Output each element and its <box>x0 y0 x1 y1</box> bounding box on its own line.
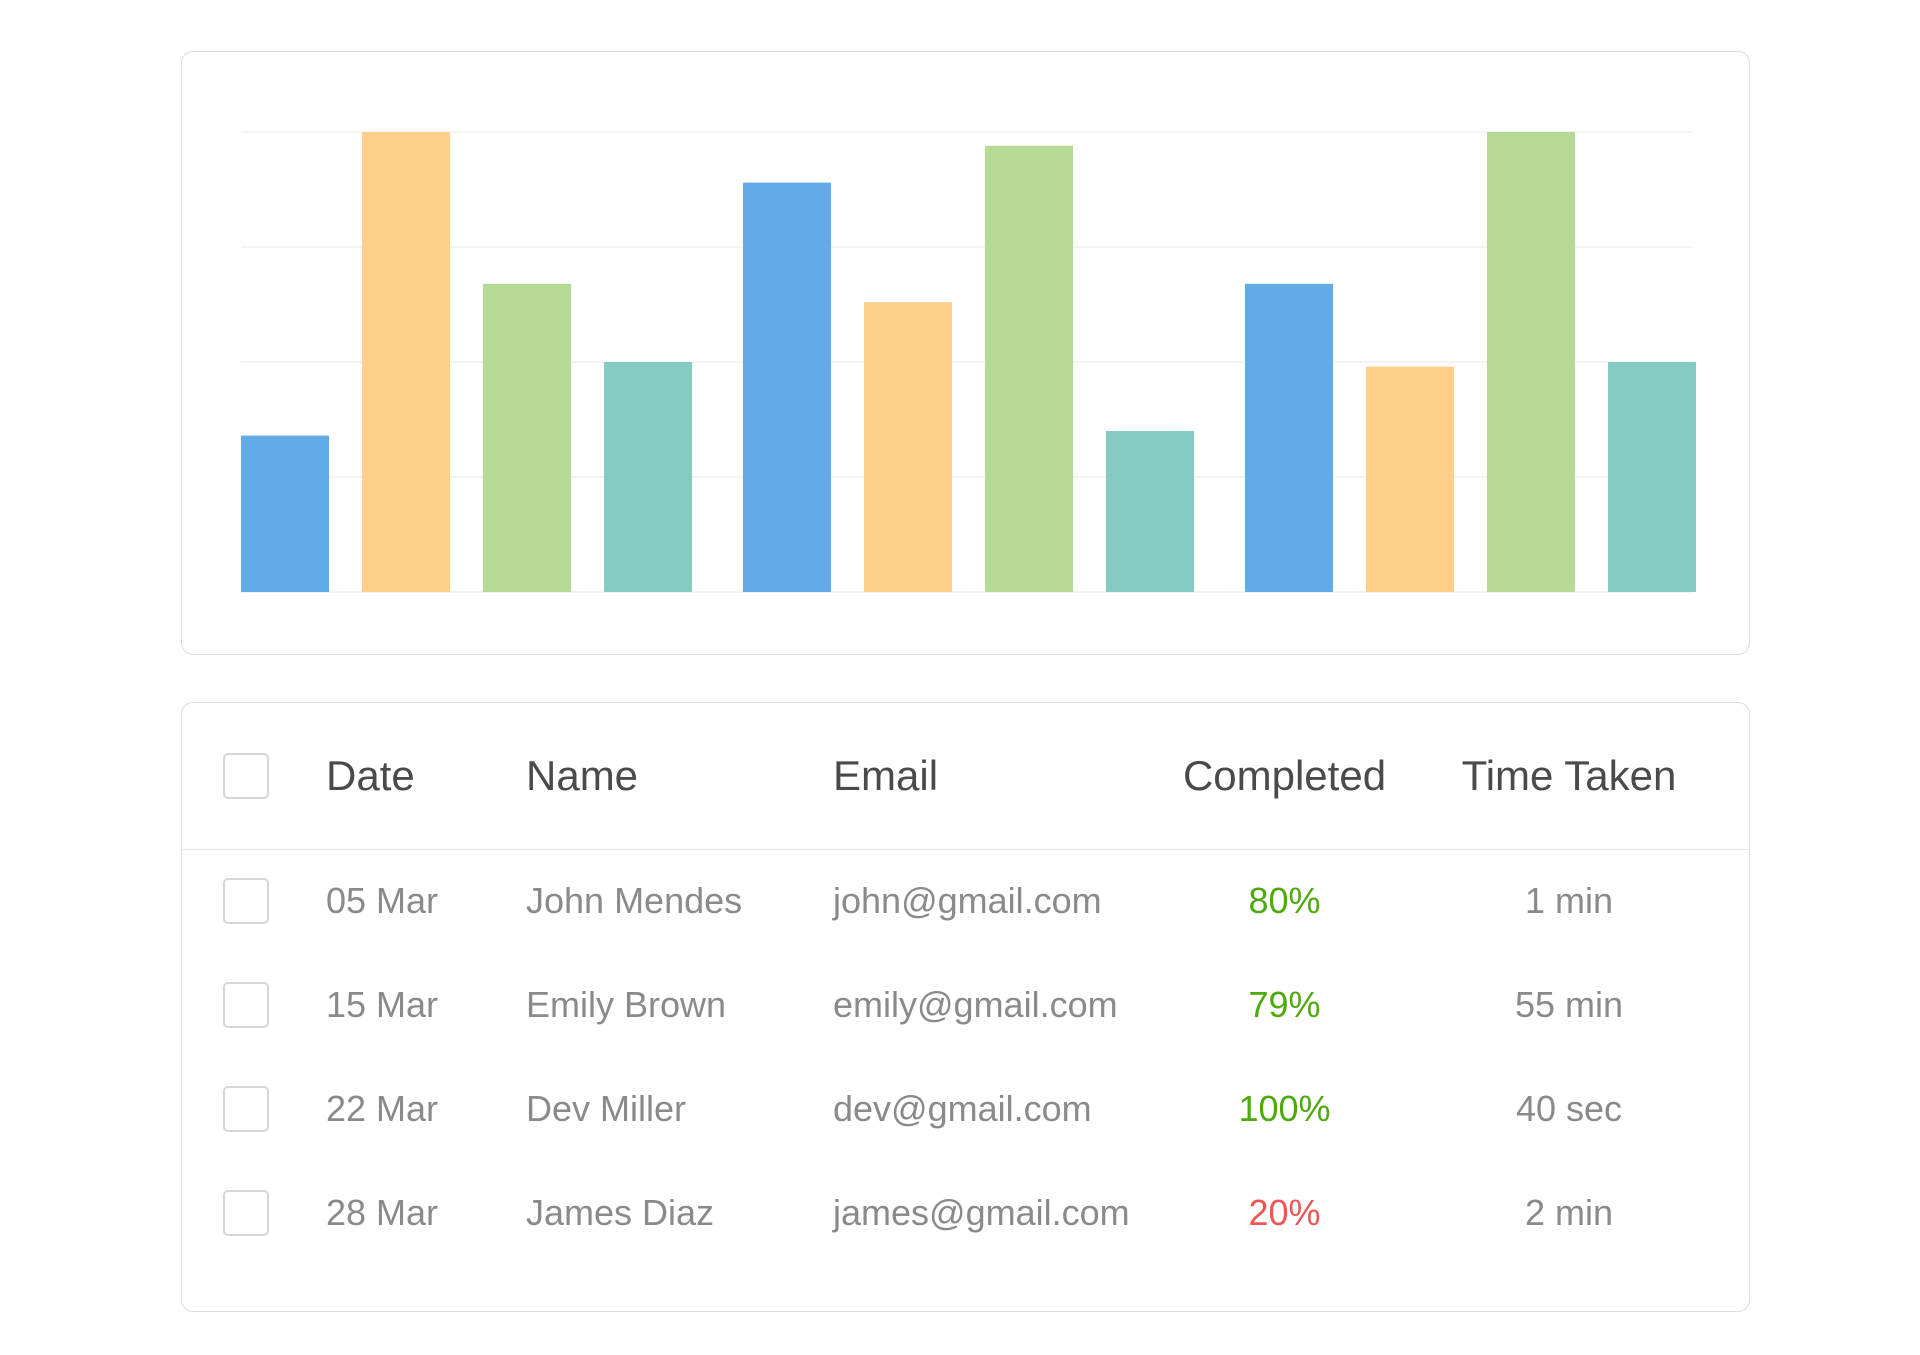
cell-name: Emily Brown <box>526 984 727 1025</box>
cell-completed: 79% <box>1248 984 1321 1025</box>
cell-time-taken: 1 min <box>1524 880 1614 921</box>
cell-email: emily@gmail.com <box>833 984 1118 1025</box>
table-row[interactable]: 05 Mar John Mendes john@gmail.com 80% 1 … <box>182 849 1749 953</box>
table-row[interactable]: 28 Mar James Diaz james@gmail.com 20% 2 … <box>182 1161 1749 1265</box>
header-name[interactable]: Name <box>526 752 639 799</box>
chart-bar <box>864 302 952 592</box>
cell-time-taken: 40 sec <box>1515 1088 1623 1129</box>
cell-date: 22 Mar <box>326 1088 439 1129</box>
chart-card <box>181 51 1750 655</box>
cell-email: james@gmail.com <box>833 1192 1130 1233</box>
cell-email: john@gmail.com <box>833 880 1102 921</box>
cell-name: John Mendes <box>526 880 743 921</box>
cell-name: James Diaz <box>526 1192 715 1233</box>
row-checkbox[interactable] <box>223 878 269 924</box>
row-checkbox[interactable] <box>223 1190 269 1236</box>
chart-bar <box>1487 132 1575 592</box>
cell-completed: 100% <box>1238 1088 1331 1129</box>
cell-date: 28 Mar <box>326 1192 439 1233</box>
cell-name: Dev Miller <box>526 1088 687 1129</box>
chart-bar <box>1608 362 1696 592</box>
header-completed[interactable]: Completed <box>1182 752 1387 799</box>
cell-date: 15 Mar <box>326 984 439 1025</box>
chart-bar <box>985 145 1073 593</box>
chart-bar <box>1366 366 1454 592</box>
header-time-taken[interactable]: Time Taken <box>1461 752 1677 799</box>
cell-time-taken: 55 min <box>1514 984 1624 1025</box>
cell-email: dev@gmail.com <box>833 1088 1092 1129</box>
row-checkbox[interactable] <box>223 982 269 1028</box>
select-all-checkbox[interactable] <box>223 753 269 799</box>
row-checkbox[interactable] <box>223 1086 269 1132</box>
chart-bar <box>1106 431 1194 592</box>
table-row[interactable]: 15 Mar Emily Brown emily@gmail.com 79% 5… <box>182 953 1749 1057</box>
chart-bar <box>483 283 571 592</box>
table-row[interactable]: 22 Mar Dev Miller dev@gmail.com 100% 40 … <box>182 1057 1749 1161</box>
chart-bar <box>362 132 450 592</box>
cell-date: 05 Mar <box>326 880 439 921</box>
chart-bar <box>1245 283 1333 592</box>
chart-bar <box>604 362 692 592</box>
cell-time-taken: 2 min <box>1524 1192 1614 1233</box>
table-header: Date Name Email Completed Time Taken <box>182 703 1749 850</box>
header-date[interactable]: Date <box>326 752 415 799</box>
header-email[interactable]: Email <box>833 752 939 799</box>
results-table: Date Name Email Completed Time Taken 05 … <box>181 702 1750 1312</box>
bar-chart <box>241 131 1696 593</box>
cell-completed: 80% <box>1248 880 1321 921</box>
cell-completed: 20% <box>1248 1192 1321 1233</box>
chart-bar <box>241 435 329 592</box>
chart-bar <box>743 182 831 592</box>
